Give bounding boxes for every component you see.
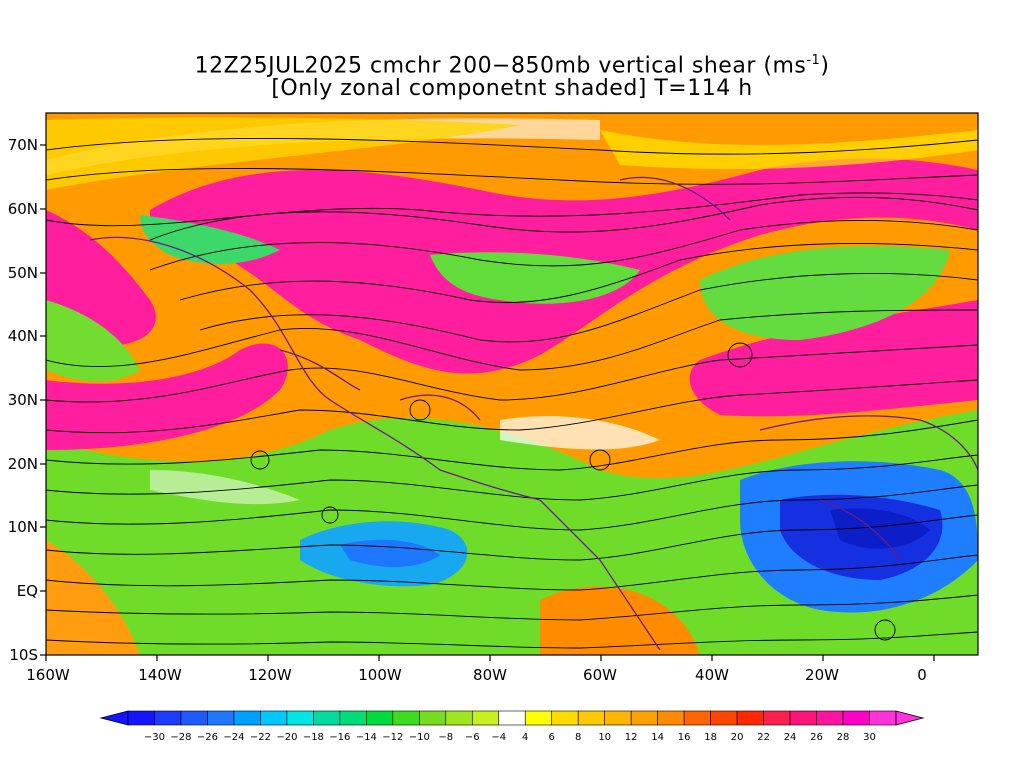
colorbar-label: 24 [784,732,797,743]
colorbar-swatch [180,710,208,726]
colorbar-swatch [313,710,341,726]
colorbar-swatch [683,710,711,726]
colorbar-label: −6 [465,732,480,743]
chart-title-line1: 12Z25JUL2025 cmchr 200−850mb vertical sh… [194,53,830,79]
colorbar-label: −30 [144,732,165,743]
lat-label: 70N [8,136,38,154]
lon-label: 40W [695,666,729,684]
colorbar-swatch [392,710,420,726]
colorbar-label: 22 [757,732,770,743]
colorbar-label: 10 [598,732,611,743]
colorbar-label: 14 [651,732,664,743]
shear-field [46,113,978,655]
colorbar-label: −22 [250,732,271,743]
lat-label: EQ [17,582,38,600]
colorbar-swatch [842,710,870,726]
colorbar-label: 18 [704,732,717,743]
lon-label: 140W [138,666,182,684]
streamlines [46,138,978,649]
lat-label: 10S [9,646,38,664]
colorbar-label: −28 [170,732,191,743]
colorbar-swatch [207,710,235,726]
colorbar-label: 4 [522,732,528,743]
colorbar-label: −4 [491,732,506,743]
latitude-labels: 70N 60N 50N 40N 30N 20N 10N EQ 10S [8,136,38,664]
colorbar-swatch [551,710,579,726]
coastlines [89,176,978,651]
colorbar-swatch [471,710,500,726]
colorbar-left-arrow [99,710,129,726]
colorbar-right-arrow [895,710,925,726]
colorbar-swatch [869,710,897,726]
colorbar-swatch [604,710,632,726]
colorbar-label: −26 [197,732,218,743]
colorbar-label: 16 [678,732,691,743]
chart-title-line2: [Only zonal componetnt shaded] T=114 h [271,76,753,101]
colorbar-label: 20 [731,732,744,743]
colorbar-swatch [445,710,473,726]
lon-label: 0 [917,666,927,684]
colorbar-swatch [286,710,314,726]
colorbar-label: −20 [276,732,297,743]
colorbar-swatch [816,710,844,726]
colorbar-label: −12 [382,732,403,743]
lat-label: 20N [8,455,38,473]
colorbar-swatch [524,710,553,726]
colorbar-label: 8 [575,732,581,743]
lon-label: 20W [805,666,839,684]
colorbar-label: −24 [223,732,244,743]
longitude-labels: 160W 140W 120W 100W 80W 60W 40W 20W 0 [26,666,927,684]
colorbar-swatch [630,710,658,726]
colorbar-swatch [657,710,685,726]
colorbar-swatch [233,710,261,726]
colorbar-swatch [789,710,817,726]
colorbar-swatch [736,710,764,726]
lat-label: 30N [8,391,38,409]
colorbar-label: 6 [549,732,555,743]
lat-label: 50N [8,264,38,282]
colorbar-swatch [154,710,182,726]
colorbar-swatch [366,710,394,726]
colorbar-swatch [763,710,791,726]
colorbar-label: 28 [837,732,850,743]
colorbar-label: 26 [810,732,823,743]
lon-label: 100W [358,666,402,684]
colorbar-label: −10 [409,732,430,743]
colorbar-swatch [339,710,367,726]
colorbar-label: 12 [625,732,638,743]
lon-label: 160W [26,666,70,684]
colorbar-swatch [260,710,288,726]
colorbar-label: −14 [356,732,377,743]
colorbar: −30 −28 −26 −24 −22 −20 −18 −16 −14 −12 −10 −8 −6 −4 4… [99,710,925,743]
lon-label: 80W [473,666,507,684]
colorbar-swatch [419,710,447,726]
lat-label: 10N [8,518,38,536]
colorbar-swatch [710,710,738,726]
colorbar-label: 30 [863,732,876,743]
lon-label: 120W [248,666,292,684]
map-frame [45,112,979,656]
colorbar-label: −18 [303,732,324,743]
lat-label: 40N [8,327,38,345]
colorbar-swatch [498,710,526,726]
colorbar-label: −8 [438,732,453,743]
lon-label: 60W [583,666,617,684]
colorbar-swatch [577,710,605,726]
lat-label: 60N [8,200,38,218]
colorbar-swatch [127,710,155,726]
colorbar-label: −16 [329,732,350,743]
axis-ticks [40,144,935,661]
